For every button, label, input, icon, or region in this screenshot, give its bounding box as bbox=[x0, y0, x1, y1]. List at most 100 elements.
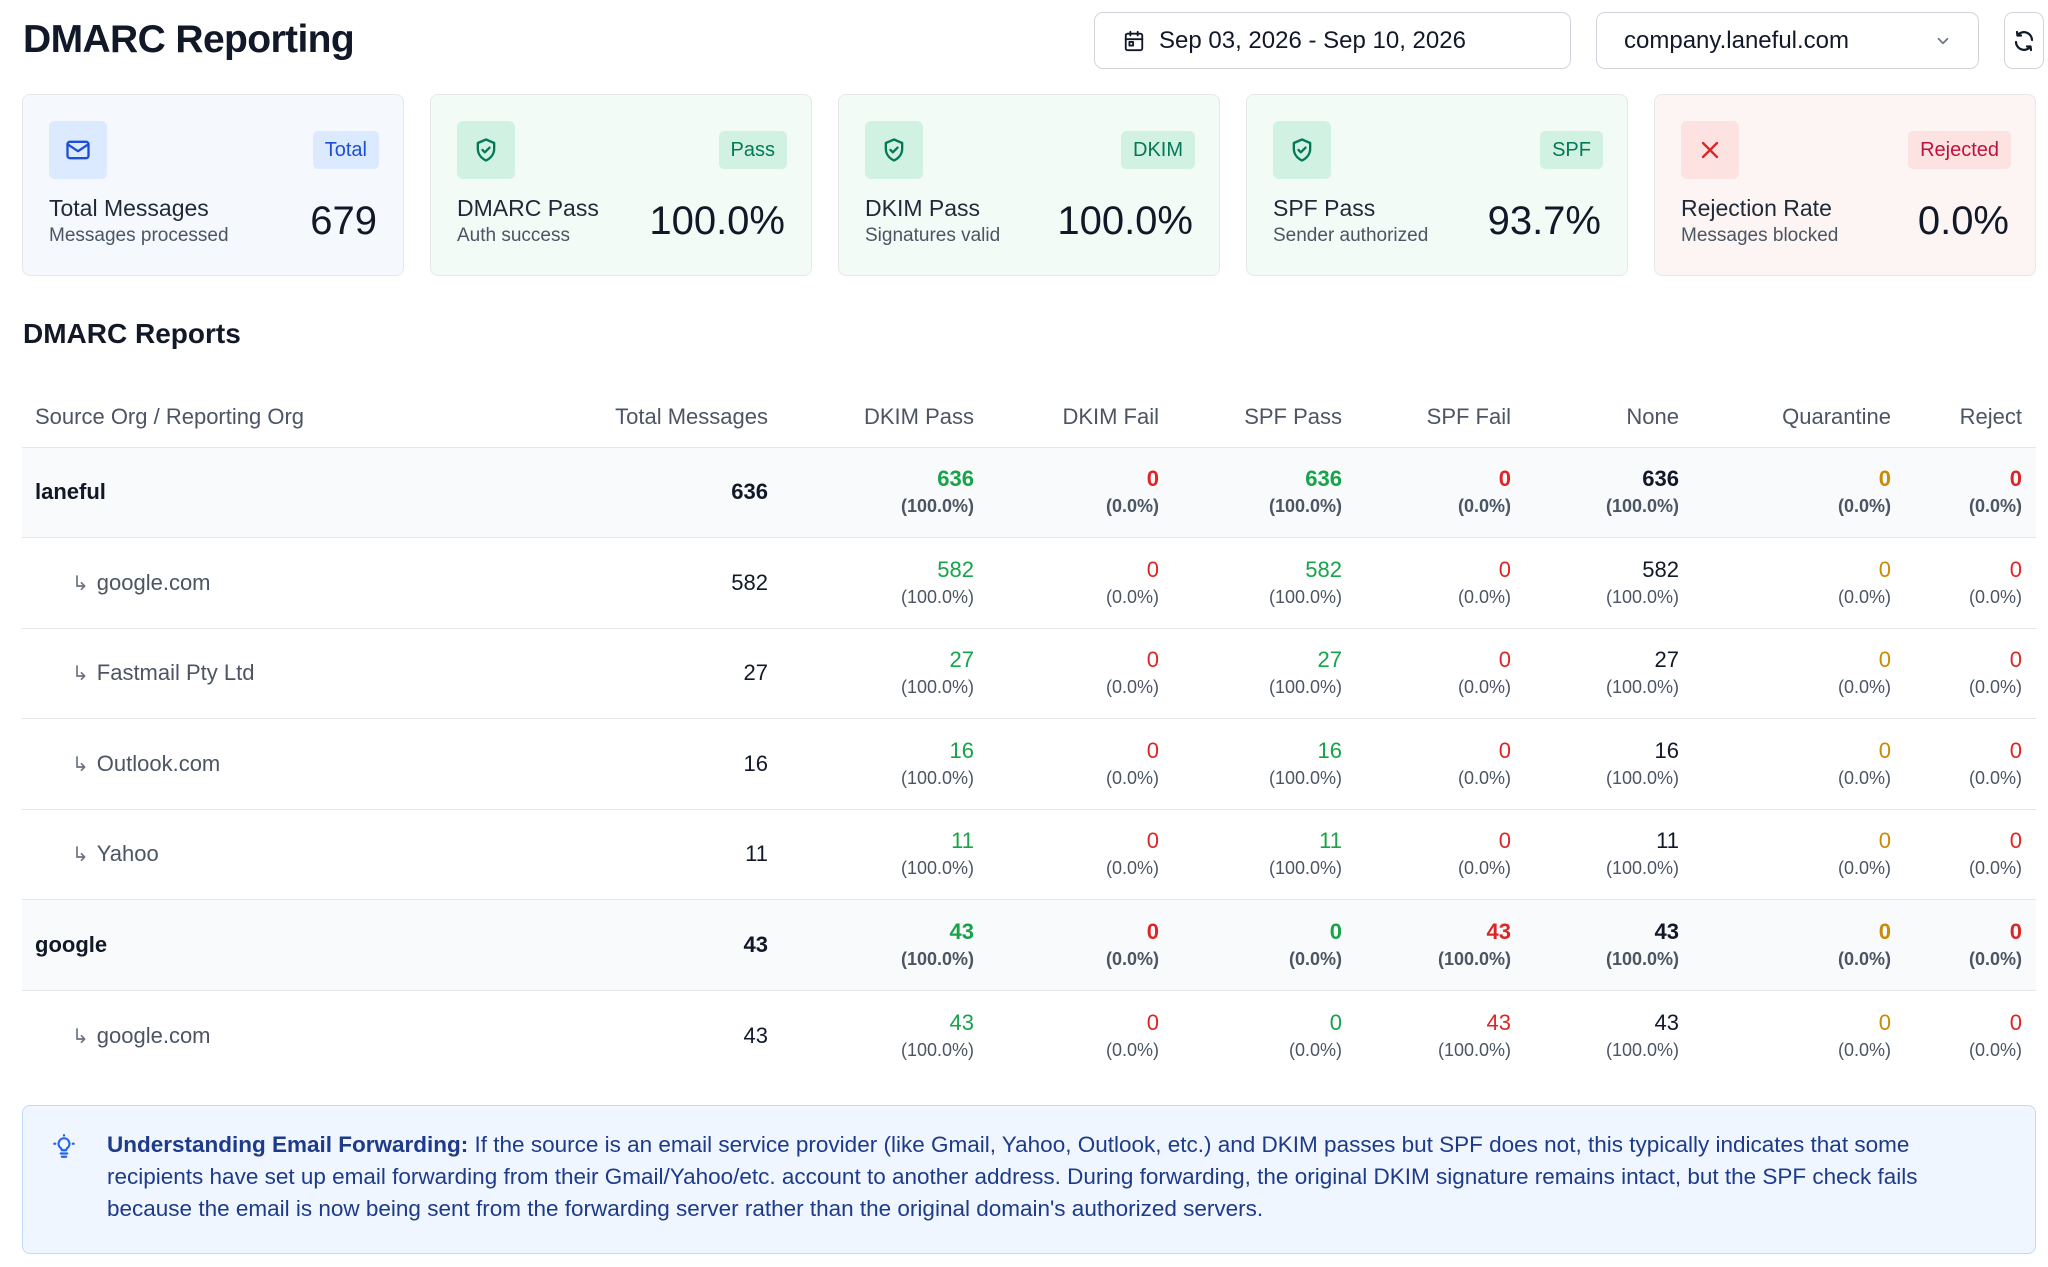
card-icon-box bbox=[49, 121, 107, 179]
table-row-child[interactable]: ↳ Yahoo 11 11 (100.0%) 0 (0.0%) 11 (100.0%) 0 (0.0… bbox=[22, 809, 2036, 900]
metric-percent: (0.0%) bbox=[1105, 858, 1159, 879]
metric-count: 0 bbox=[1878, 828, 1891, 854]
metric-cell: 0 (0.0%) bbox=[1905, 899, 2036, 991]
org-name: google bbox=[35, 931, 108, 957]
metric-cell: 0 (0.0%) bbox=[988, 718, 1173, 810]
metric-percent: (0.0%) bbox=[1968, 1039, 2022, 1060]
domain-select-value: company.laneful.com bbox=[1624, 26, 1849, 54]
column-header[interactable]: Reject bbox=[1905, 387, 2036, 448]
metric-count: 11 bbox=[1319, 828, 1342, 854]
metric-percent: (100.0%) bbox=[1268, 586, 1342, 607]
child-arrow-icon: ↳ bbox=[72, 1025, 89, 1048]
card-badge: Total bbox=[312, 131, 379, 169]
column-header[interactable]: Total Messages bbox=[482, 387, 782, 448]
table-row-child[interactable]: ↳ Outlook.com 16 16 (100.0%) 0 (0.0%) 16 (100.0%… bbox=[22, 718, 2036, 810]
metric-count: 0 bbox=[2009, 828, 2022, 854]
metric-percent: (0.0%) bbox=[1457, 496, 1511, 517]
metric-percent: (100.0%) bbox=[900, 1039, 974, 1060]
metric-count: 16 bbox=[1317, 737, 1342, 763]
info-text: Understanding Email Forwarding: If the s… bbox=[107, 1129, 2007, 1225]
metric-cell: 43 (100.0%) bbox=[1356, 899, 1525, 991]
metric-percent: (0.0%) bbox=[1105, 1039, 1159, 1060]
metric-percent: (0.0%) bbox=[1837, 496, 1891, 517]
refresh-icon bbox=[2014, 30, 2034, 51]
metric-count: 582 bbox=[937, 556, 974, 582]
metric-percent: (100.0%) bbox=[1268, 767, 1342, 788]
metric-percent: (100.0%) bbox=[900, 496, 974, 517]
metric-cell: 582 (100.0%) bbox=[1173, 537, 1356, 629]
metric-count: 0 bbox=[1146, 556, 1159, 582]
metric-cell: 582 (100.0%) bbox=[782, 537, 988, 629]
card-badge: SPF bbox=[1540, 131, 1603, 169]
metric-count: 0 bbox=[1146, 918, 1159, 944]
metric-count: 16 bbox=[1654, 737, 1679, 763]
metric-percent: (100.0%) bbox=[1437, 1039, 1511, 1060]
metric-count: 0 bbox=[1878, 1009, 1891, 1035]
info-body: If the source is an email service provid… bbox=[107, 1132, 1918, 1221]
org-name: google.com bbox=[96, 1022, 211, 1048]
table-row-child[interactable]: ↳ google.com 582 582 (100.0%) 0 (0.0%) 582 (100.… bbox=[22, 537, 2036, 629]
card-icon-box bbox=[1273, 121, 1331, 179]
metric-cell: 43 (100.0%) bbox=[1525, 899, 1693, 991]
metric-count: 0 bbox=[1878, 918, 1891, 944]
metric-cell: 0 (0.0%) bbox=[1905, 718, 2036, 810]
metric-count: 0 bbox=[1329, 918, 1342, 944]
metric-cell: 27 (100.0%) bbox=[782, 628, 988, 719]
metric-count: 0 bbox=[1146, 737, 1159, 763]
metric-count: 0 bbox=[2009, 737, 2022, 763]
metric-cell: 0 (0.0%) bbox=[988, 809, 1173, 900]
metric-percent: (100.0%) bbox=[1605, 586, 1679, 607]
column-header[interactable]: Source Org / Reporting Org bbox=[22, 387, 482, 448]
column-header[interactable]: DKIM Pass bbox=[782, 387, 988, 448]
metric-count: 0 bbox=[1498, 466, 1511, 492]
metric-cell: 636 (100.0%) bbox=[782, 447, 988, 538]
metric-count: 27 bbox=[1317, 647, 1342, 673]
metric-percent: (0.0%) bbox=[1968, 677, 2022, 698]
domain-select[interactable]: company.laneful.com bbox=[1596, 12, 1979, 69]
metric-cell: 43 (100.0%) bbox=[1356, 990, 1525, 1081]
metric-cell: 11 (100.0%) bbox=[782, 809, 988, 900]
reports-section-title: DMARC Reports bbox=[23, 318, 241, 349]
metric-count: 0 bbox=[1498, 737, 1511, 763]
metric-count: 0 bbox=[1146, 828, 1159, 854]
metric-percent: (100.0%) bbox=[1437, 948, 1511, 969]
x-icon bbox=[1701, 141, 1719, 159]
table-row-child[interactable]: ↳ Fastmail Pty Ltd 27 27 (100.0%) 0 (0.0%) 27 (1… bbox=[22, 628, 2036, 719]
column-header[interactable]: SPF Fail bbox=[1356, 387, 1525, 448]
metric-count: 43 bbox=[1486, 1009, 1511, 1035]
date-range-picker[interactable]: Sep 03, 2026 - Sep 10, 2026 bbox=[1094, 12, 1571, 69]
card-title: DMARC Pass bbox=[457, 195, 599, 221]
metric-cell: 0 (0.0%) bbox=[1693, 447, 1905, 538]
metric-percent: (100.0%) bbox=[1268, 496, 1342, 517]
metric-count: 0 bbox=[1878, 737, 1891, 763]
metric-count: 636 bbox=[1642, 466, 1679, 492]
refresh-button[interactable] bbox=[2004, 12, 2044, 69]
metric-count: 636 bbox=[937, 466, 974, 492]
table-row-parent[interactable]: google 43 43 (100.0%) 0 (0.0%) 0 (0.0%) 43 (100.0… bbox=[22, 899, 2036, 991]
table-row-child[interactable]: ↳ google.com 43 43 (100.0%) 0 (0.0%) 0 (0.0%) 43 (… bbox=[22, 990, 2036, 1081]
column-header[interactable]: SPF Pass bbox=[1173, 387, 1356, 448]
table-row-parent[interactable]: laneful 636 636 (100.0%) 0 (0.0%) 636 (100.0%) 0… bbox=[22, 447, 2036, 538]
info-heading: Understanding Email Forwarding: bbox=[107, 1132, 469, 1157]
org-cell: ↳ Yahoo bbox=[22, 809, 482, 900]
metric-percent: (100.0%) bbox=[900, 677, 974, 698]
column-header[interactable]: Quarantine bbox=[1693, 387, 1905, 448]
metric-cell: 0 (0.0%) bbox=[1693, 718, 1905, 810]
metric-cell: 636 (100.0%) bbox=[1173, 447, 1356, 538]
metric-cell: 43 (100.0%) bbox=[782, 990, 988, 1081]
metric-percent: (0.0%) bbox=[1837, 1039, 1891, 1060]
org-cell: google bbox=[22, 899, 482, 991]
metric-percent: (100.0%) bbox=[1605, 496, 1679, 517]
metric-percent: (0.0%) bbox=[1105, 948, 1159, 969]
header: DMARC Reporting Sep 03, 2026 - Sep 10, 2… bbox=[0, 0, 2048, 90]
column-header[interactable]: DKIM Fail bbox=[988, 387, 1173, 448]
column-header[interactable]: None bbox=[1525, 387, 1693, 448]
card-value: 679 bbox=[310, 199, 377, 243]
org-name: google.com bbox=[96, 569, 211, 595]
metric-cell: 0 (0.0%) bbox=[1905, 537, 2036, 629]
card-dkim-pass: DKIM DKIM Pass Signatures valid 100.0% bbox=[838, 94, 1220, 276]
metric-count: 0 bbox=[1498, 647, 1511, 673]
shield-check-icon bbox=[884, 138, 904, 162]
metric-count: 0 bbox=[2009, 647, 2022, 673]
org-cell: ↳ Fastmail Pty Ltd bbox=[22, 628, 482, 719]
